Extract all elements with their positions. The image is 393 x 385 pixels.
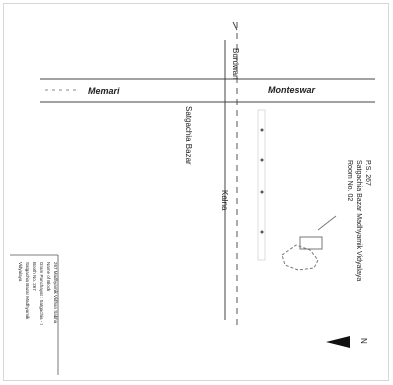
marker-dot	[260, 230, 264, 234]
north-arrow-icon	[326, 336, 350, 348]
school-building	[281, 215, 337, 271]
legend-line: Booth No. 267	[32, 262, 37, 291]
legend-line: Gram Panchayat : Satgachia - I	[39, 262, 44, 325]
label-memari: Memari	[88, 86, 120, 96]
marker-dot	[260, 158, 264, 162]
label-north: N	[359, 338, 368, 344]
label-burdwan: Burdwan	[231, 48, 240, 80]
legend-line: 267 Madhyamik Vidhan Sabha	[53, 262, 58, 324]
legend-line: Vidyalaya	[18, 262, 23, 282]
label-monteswar: Monteswar	[268, 85, 316, 95]
compound-edge	[257, 109, 266, 261]
label-ps-number: P.S. 267	[364, 160, 371, 186]
marker-dot	[260, 128, 264, 132]
label-ps-school: Satgachia Bazar Madhyamik Vidyalaya	[355, 160, 362, 281]
label-ps-room: Room No. 02	[346, 160, 353, 201]
map-frame	[3, 3, 389, 381]
marker-dot	[260, 190, 264, 194]
label-kalna: Kalna	[220, 190, 229, 211]
legend: 267 Madhyamik Vidhan Sabha Name of Block…	[18, 262, 58, 325]
road-north-tick	[232, 21, 238, 31]
legend-line: Name of Block	[46, 262, 51, 292]
legend-line: Satgachia Bazar Madhyamik	[25, 262, 30, 320]
label-satgachia-bazar: Satgachia Bazar	[184, 106, 193, 165]
